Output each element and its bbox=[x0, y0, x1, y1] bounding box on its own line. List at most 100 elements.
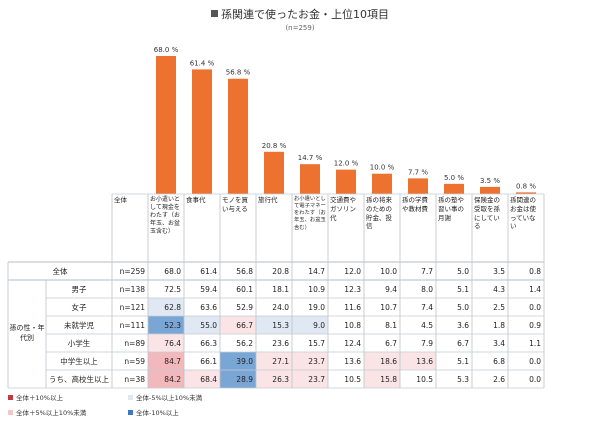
table-cell: 39.0 bbox=[220, 352, 256, 370]
row-label-5: 中学生以上 bbox=[60, 356, 98, 366]
table-cell: 61.4 bbox=[200, 266, 217, 276]
legend-item-minus5: 全体-5%以上10%未満 bbox=[128, 392, 202, 402]
bar-0 bbox=[156, 56, 176, 194]
table-cell: 1.8 bbox=[493, 320, 505, 330]
table-cell: 3.5 bbox=[493, 266, 505, 276]
table-cell: 62.8 bbox=[148, 298, 184, 316]
row-label-total: 全体 bbox=[52, 266, 68, 276]
table-cell: 0.9 bbox=[529, 320, 541, 330]
column-header-3: 旅行代 bbox=[256, 194, 292, 262]
table-cell: 52.9 bbox=[236, 302, 253, 312]
bar-value-label-6: 10.0 % bbox=[370, 164, 395, 172]
legend-item-minus10: 全体-10%以上 bbox=[128, 407, 179, 417]
bar-value-label-7: 7.7 % bbox=[408, 168, 428, 176]
row-label-2: 女子 bbox=[71, 302, 87, 312]
bar-value-label-4: 14.7 % bbox=[298, 154, 323, 162]
table-cell: 2.6 bbox=[493, 374, 505, 384]
table-cell: 10.8 bbox=[344, 320, 361, 330]
table-cell: 60.1 bbox=[236, 284, 253, 294]
row-n-6: n=38 bbox=[124, 374, 145, 384]
chart-subtitle: (n=259) bbox=[285, 24, 315, 32]
column-header-7: 孫の学費や教材費 bbox=[400, 194, 436, 262]
legend-label-plus10: 全体＋10%以上 bbox=[16, 394, 63, 402]
table-cell: 15.3 bbox=[256, 316, 292, 334]
group-label: 孫の性・年代別 bbox=[9, 324, 45, 342]
legend-swatch-minus10 bbox=[128, 409, 133, 415]
table-cell: 1.1 bbox=[529, 338, 541, 348]
table-cell: 59.4 bbox=[200, 284, 217, 294]
table-cell: 8.0 bbox=[421, 284, 433, 294]
table-cell: 2.5 bbox=[493, 302, 505, 312]
table-cell: 6.8 bbox=[493, 356, 505, 366]
bar-1 bbox=[192, 69, 212, 194]
table-cell: 66.7 bbox=[220, 316, 256, 334]
row-label-3: 未就学児 bbox=[64, 320, 94, 330]
table-cell: 6.7 bbox=[385, 338, 397, 348]
row-n-1: n=138 bbox=[119, 284, 145, 294]
table-cell: 18.6 bbox=[364, 352, 400, 370]
table-cell: 10.5 bbox=[416, 374, 433, 384]
legend-item-plus5: 全体＋5%以上10%未満 bbox=[8, 407, 86, 417]
column-header-8: 孫の塾や習い事の月謝 bbox=[436, 194, 472, 262]
table-cell: 56.2 bbox=[236, 338, 253, 348]
table-cell: 76.4 bbox=[148, 334, 184, 352]
bar-7 bbox=[408, 178, 428, 194]
legend-swatch-plus10 bbox=[8, 394, 13, 400]
table-cell: 7.9 bbox=[421, 338, 433, 348]
table-cell: 28.9 bbox=[220, 370, 256, 388]
bar-value-label-0: 68.0 % bbox=[154, 46, 179, 54]
row-label-4: 小学生 bbox=[67, 338, 91, 348]
table-cell: 5.1 bbox=[457, 356, 469, 366]
bar-4 bbox=[300, 164, 320, 194]
table-cell: 9.0 bbox=[292, 316, 328, 334]
bar-value-label-9: 3.5 % bbox=[480, 177, 500, 185]
table-cell: 13.6 bbox=[400, 352, 436, 370]
bar-6 bbox=[372, 173, 392, 194]
title-square-icon bbox=[211, 10, 218, 17]
column-header-10: 孫関連のお金は使っていない bbox=[508, 194, 544, 262]
bar-2 bbox=[228, 78, 248, 194]
table-cell: 10.0 bbox=[380, 266, 397, 276]
table-cell: 3.6 bbox=[457, 320, 469, 330]
table-cell: 0.8 bbox=[529, 266, 541, 276]
table-cell: 18.1 bbox=[272, 284, 289, 294]
column-header-2: モノを買い与える bbox=[220, 194, 256, 262]
column-header-9: 保険金の受取を孫にしている bbox=[472, 194, 508, 262]
legend-swatch-minus5 bbox=[128, 394, 133, 400]
table-cell: 10.5 bbox=[344, 374, 361, 384]
row-n-4: n=89 bbox=[124, 338, 145, 348]
table-cell: 0.0 bbox=[529, 356, 541, 366]
legend-label-minus10: 全体-10%以上 bbox=[136, 409, 179, 417]
bar-value-label-1: 61.4 % bbox=[190, 59, 215, 67]
column-header-4: お小遣いとして電子マネーをわたす（お年玉、お盆玉含む） bbox=[292, 194, 328, 262]
table-cell: 84.7 bbox=[148, 352, 184, 370]
bar-chart: 68.0 % 61.4 % 56.8 % 20.8 % 14.7 % 12.0 % 10.0… bbox=[154, 46, 536, 194]
table-cell: 23.6 bbox=[272, 338, 289, 348]
table-cell: 68.0 bbox=[164, 266, 181, 276]
row-label-1: 男子 bbox=[71, 284, 87, 294]
legend-label-minus5: 全体-5%以上10%未満 bbox=[136, 394, 203, 402]
column-header-1: 食事代 bbox=[184, 194, 220, 262]
table-cell: 20.8 bbox=[272, 266, 289, 276]
table-cell: 15.8 bbox=[364, 370, 400, 388]
table-cell: 9.4 bbox=[385, 284, 397, 294]
table-cell: 10.9 bbox=[308, 284, 325, 294]
table-cell: 52.3 bbox=[148, 316, 184, 334]
bar-10 bbox=[516, 192, 536, 194]
table-cell: 6.7 bbox=[457, 338, 469, 348]
table-cell: 66.1 bbox=[200, 356, 217, 366]
table-cell: 63.6 bbox=[200, 302, 217, 312]
bar-9 bbox=[480, 186, 500, 194]
table-cell: 12.3 bbox=[344, 284, 361, 294]
table-cell: 24.0 bbox=[272, 302, 289, 312]
column-header-0: お小遣いとして現金をわたす（お年玉、お盆玉含む） bbox=[148, 194, 184, 262]
legend-item-plus10: 全体＋10%以上 bbox=[8, 392, 63, 402]
bar-8 bbox=[444, 183, 464, 194]
table-cell: 4.3 bbox=[493, 284, 505, 294]
chart-title-text: 孫関連で使ったお金・上位10項目 bbox=[221, 8, 389, 21]
table-cell: 56.8 bbox=[236, 266, 253, 276]
row-n-3: n=111 bbox=[119, 320, 145, 330]
table-cell: 10.7 bbox=[380, 302, 397, 312]
table-cell: 3.4 bbox=[493, 338, 505, 348]
table-cell: 5.0 bbox=[457, 266, 469, 276]
